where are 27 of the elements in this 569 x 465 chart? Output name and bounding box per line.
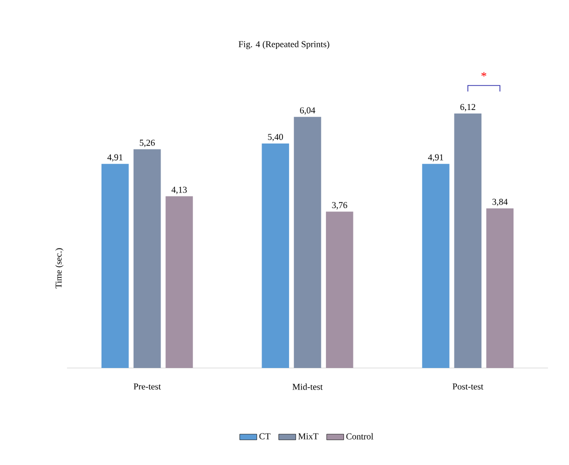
x-tick-label: Mid-test bbox=[292, 384, 323, 390]
bar bbox=[454, 114, 482, 368]
x-tick-label: Post-test bbox=[452, 384, 484, 390]
data-label: 6,12 bbox=[460, 104, 476, 112]
bar bbox=[294, 116, 322, 368]
data-label: 4,13 bbox=[172, 186, 187, 194]
bar bbox=[326, 212, 354, 368]
bar bbox=[262, 143, 290, 368]
data-label: 3,84 bbox=[492, 198, 508, 206]
bar bbox=[166, 196, 193, 368]
bar bbox=[422, 164, 450, 368]
x-tick-label: Pre-test bbox=[134, 384, 161, 390]
data-label: 4,91 bbox=[107, 154, 122, 162]
bar bbox=[486, 208, 514, 368]
chart-title: Fig. 4 (Repeated Sprints) bbox=[238, 40, 330, 50]
legend-label: Control bbox=[346, 433, 374, 440]
bar bbox=[101, 164, 129, 368]
data-label: 5,26 bbox=[140, 140, 155, 148]
data-label: 6,04 bbox=[300, 107, 316, 115]
legend-label: MixT bbox=[298, 433, 318, 440]
data-label: 3,76 bbox=[332, 202, 348, 210]
data-label: 4,91 bbox=[428, 154, 444, 162]
data-label: 5,40 bbox=[268, 134, 283, 142]
legend-label: CT bbox=[259, 433, 270, 440]
text: * bbox=[481, 72, 486, 77]
bar bbox=[134, 149, 161, 368]
y-axis-title: Time (sec.) bbox=[55, 248, 64, 288]
